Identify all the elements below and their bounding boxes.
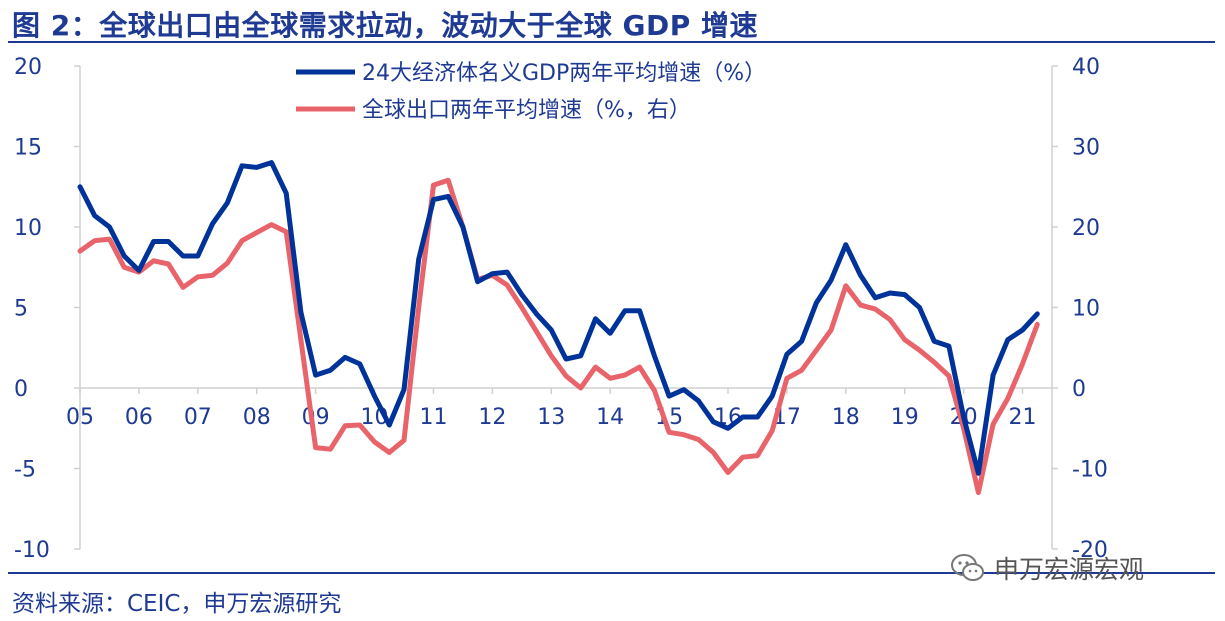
y-right-tick-label: 0 xyxy=(1072,377,1086,402)
chart-legend: 24大经济体名义GDP两年平均增速（%） 全球出口两年平均增速（%，右） xyxy=(296,61,766,123)
y-right-tick-label: 20 xyxy=(1072,216,1100,241)
watermark-text: 申万宏源宏观 xyxy=(994,555,1145,584)
watermark: 申万宏源宏观 xyxy=(950,550,1144,586)
x-tick-label: 09 xyxy=(302,405,330,430)
y-left-tick-label: 0 xyxy=(14,377,28,402)
figure-title: 图 2：全球出口由全球需求拉动，波动大于全球 GDP 增速 xyxy=(12,9,758,42)
x-tick-label: 06 xyxy=(125,405,153,430)
y-left-tick-label: -5 xyxy=(14,458,36,483)
x-tick-label: 08 xyxy=(243,405,271,430)
y-right-tick-label: -10 xyxy=(1072,458,1108,483)
series-line-1 xyxy=(77,177,1040,496)
y-left-tick-label: -10 xyxy=(14,538,50,563)
x-tick-label: 18 xyxy=(832,405,860,430)
chart-lines xyxy=(77,160,1040,496)
x-tick-label: 13 xyxy=(537,405,565,430)
legend-label-1: 全球出口两年平均增速（%，右） xyxy=(362,98,691,123)
x-tick-label: 07 xyxy=(184,405,212,430)
title-rule xyxy=(8,41,1215,43)
x-tick-label: 14 xyxy=(596,405,624,430)
y-right-tick-label: 30 xyxy=(1072,136,1100,161)
y-right-tick-label: 10 xyxy=(1072,297,1100,322)
wechat-icon xyxy=(951,554,984,581)
y-right-tick-label: -20 xyxy=(1072,538,1108,563)
legend-label-0: 24大经济体名义GDP两年平均增速（%） xyxy=(362,61,766,86)
x-tick-label: 21 xyxy=(1009,405,1037,430)
y-left-tick-label: 5 xyxy=(14,297,28,322)
y-left-tick-label: 10 xyxy=(14,216,42,241)
footer-rule xyxy=(8,572,1215,574)
x-tick-label: 19 xyxy=(891,405,919,430)
chart-axes xyxy=(79,66,1053,549)
y-left-tick-label: 15 xyxy=(14,136,42,161)
y-left-tick-label: 20 xyxy=(14,55,42,80)
x-tick-label: 11 xyxy=(419,405,447,430)
series-line-0 xyxy=(77,160,1040,476)
source-note: 资料来源：CEIC，申万宏源研究 xyxy=(12,591,342,617)
x-tick-label: 05 xyxy=(66,405,94,430)
y-right-tick-label: 40 xyxy=(1072,55,1100,80)
x-tick-label: 12 xyxy=(478,405,506,430)
